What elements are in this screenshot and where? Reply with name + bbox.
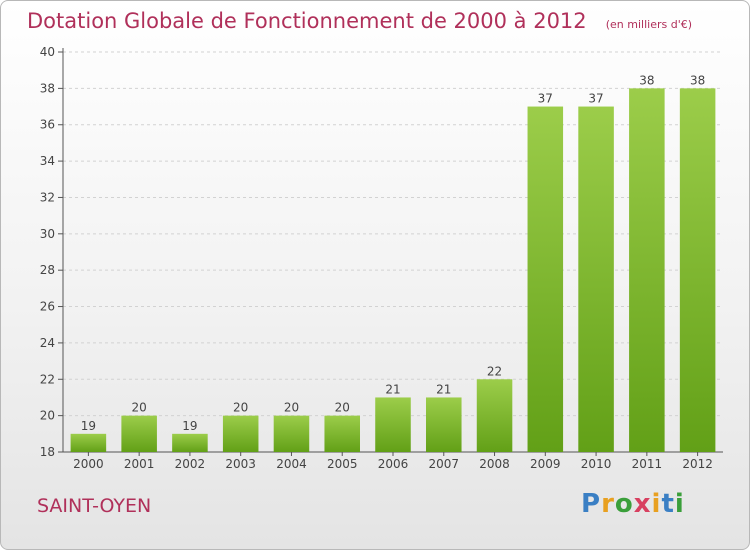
y-tick-label: 18 [40,445,55,459]
data-label: 20 [284,401,299,415]
bar-layer [70,88,716,452]
y-tick-label: 32 [40,190,55,204]
y-tick-label: 28 [40,263,55,277]
bar-2005 [324,415,360,452]
data-label: 19 [81,419,96,433]
data-label: 20 [335,401,350,415]
proxiti-logo[interactable]: Proxiti [581,489,685,519]
data-label: 20 [233,401,248,415]
y-tick-label: 30 [40,227,55,241]
data-label: 19 [182,419,197,433]
data-label: 20 [132,401,147,415]
x-tick-label: 2008 [479,457,510,471]
y-tick-label: 36 [40,118,55,132]
data-label: 37 [588,92,603,106]
x-tick-label: 2003 [225,457,256,471]
data-label: 21 [385,382,400,396]
place-name: SAINT-OYEN [37,495,152,517]
bar-2006 [375,397,411,452]
x-tick-label: 2006 [378,457,409,471]
y-tick-label: 24 [40,336,55,350]
x-tick-label: 2001 [124,457,155,471]
data-label: 38 [639,73,654,87]
logo-letter: o [614,489,634,519]
data-label: 21 [436,382,451,396]
bar-2008 [476,379,513,452]
bar-2000 [70,433,107,452]
x-tick-label: 2002 [175,457,206,471]
title-block: Dotation Globale de Fonctionnement de 20… [27,9,692,33]
y-tick-label: 40 [40,45,55,59]
bar-2004 [273,415,310,452]
chart-unit: (en milliers d'€) [605,18,693,31]
x-tick-label: 2007 [428,457,459,471]
x-tick-label: 2012 [682,457,713,471]
x-tick-label: 2009 [530,457,561,471]
logo-letter: P [581,489,602,519]
label-layer: 19 20 19 20 20 20 21 21 22 37 37 38 38 [81,73,706,432]
y-tick-label: 20 [40,409,55,423]
bar-2012 [679,88,716,452]
logo-letter: x [633,489,652,519]
bar-2011 [629,88,665,452]
x-tick-label: 2005 [327,457,358,471]
logo-letter: t [661,489,675,519]
x-tick-label: 2011 [632,457,663,471]
data-label: 38 [690,73,705,87]
y-tick-label: 38 [40,81,55,95]
y-tick-label: 34 [40,154,55,168]
y-tick-label: 22 [40,372,55,386]
chart-title: Dotation Globale de Fonctionnement de 20… [27,9,587,33]
data-label: 22 [487,364,502,378]
grid-layer [63,51,723,417]
bar-2001 [121,415,157,452]
data-label: 37 [538,92,553,106]
x-tick-label: 2004 [276,457,307,471]
bar-2009 [527,106,564,452]
logo-letter: i [651,489,662,519]
bar-2010 [578,106,614,452]
logo-letter: r [601,489,615,519]
logo-letter: i [674,489,685,519]
y-tick-label: 26 [40,300,55,314]
x-tick-label: 2010 [581,457,612,471]
x-tick-label: 2000 [73,457,104,471]
bar-2003 [222,415,259,452]
bar-2002 [172,433,208,452]
bar-2007 [426,397,462,452]
